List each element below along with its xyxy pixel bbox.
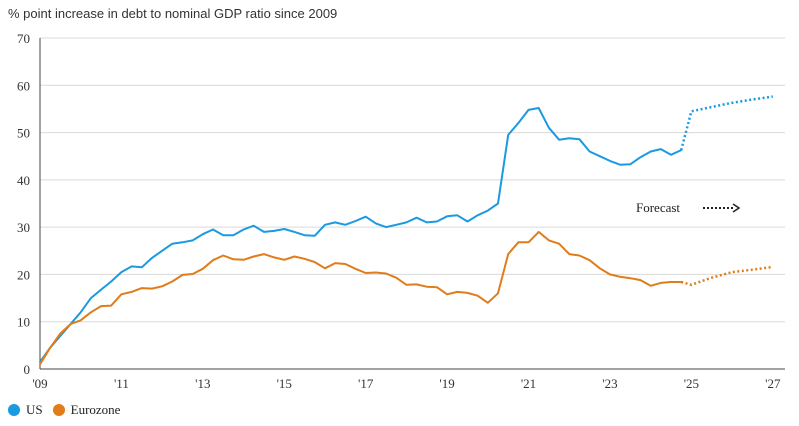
x-tick-label: '17 <box>358 376 374 391</box>
x-tick-label: '27 <box>765 376 781 391</box>
series-forecast-us <box>679 95 773 151</box>
y-tick-label: 60 <box>17 78 30 93</box>
legend-label-us: US <box>26 402 43 417</box>
chart-title: % point increase in debt to nominal GDP … <box>8 6 338 21</box>
axes <box>39 38 785 370</box>
series-line-us <box>39 107 683 363</box>
gridlines <box>40 37 785 323</box>
legend: US Eurozone <box>8 402 130 418</box>
y-tick-label: 20 <box>17 267 30 282</box>
x-tick-label: '19 <box>439 376 454 391</box>
series-forecast-eurozone <box>680 265 773 287</box>
x-tick-labels: '09 '11 '13 '15 '17 '19 '21 '23 '25 '27 <box>32 376 781 391</box>
y-tick-labels: 0 10 20 30 40 50 60 70 <box>17 31 30 377</box>
forecast-annotation-group: Forecast <box>636 200 741 215</box>
y-tick-label: 50 <box>17 126 30 141</box>
legend-item-eurozone: Eurozone <box>52 402 121 418</box>
legend-label-eurozone: Eurozone <box>70 402 121 417</box>
y-tick-label: 40 <box>17 173 30 188</box>
x-tick-label: '21 <box>521 376 536 391</box>
forecast-arrow-head <box>732 203 741 213</box>
x-tick-label: '25 <box>684 376 699 391</box>
series-lines <box>39 95 773 366</box>
x-tick-label: '09 <box>32 376 47 391</box>
legend-swatch-us <box>8 404 20 416</box>
y-tick-label: 70 <box>17 31 30 46</box>
x-tick-label: '13 <box>195 376 210 391</box>
y-tick-label: 30 <box>17 220 30 235</box>
legend-item-us: US <box>8 402 43 418</box>
x-tick-label: '23 <box>602 376 617 391</box>
legend-swatch-eurozone <box>52 404 65 416</box>
y-tick-label: 10 <box>17 315 30 330</box>
forecast-annotation: Forecast <box>636 200 680 215</box>
series-line-eurozone <box>39 230 683 366</box>
x-tick-label: '11 <box>114 376 129 391</box>
y-tick-label: 0 <box>24 362 31 377</box>
x-tick-label: '15 <box>277 376 292 391</box>
